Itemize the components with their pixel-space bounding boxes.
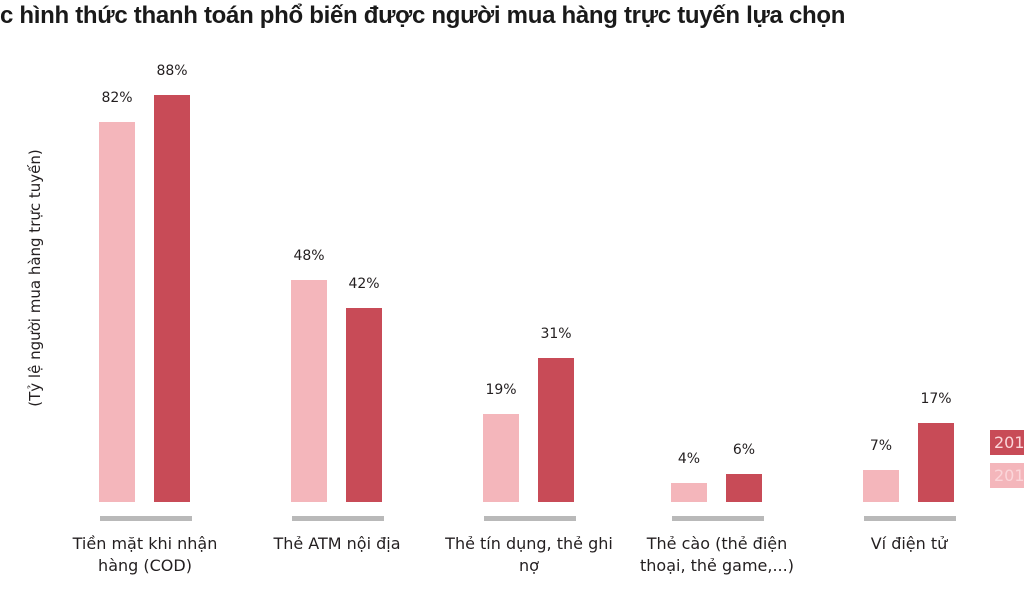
bar bbox=[863, 469, 899, 502]
legend-label: 201 bbox=[994, 466, 1024, 485]
x-tick-label: Thẻ cào (thẻ điện thoại, thẻ game,...) bbox=[640, 534, 794, 575]
bar bbox=[483, 414, 519, 502]
category-baseline bbox=[484, 516, 576, 521]
category-baseline bbox=[864, 516, 956, 521]
y-axis-label: (Tỷ lệ người mua hàng trực tuyến) bbox=[26, 149, 44, 407]
x-tick-label: Thẻ tín dụng, thẻ ghi nợ bbox=[445, 534, 613, 575]
category-baseline bbox=[672, 516, 764, 521]
bar bbox=[671, 483, 707, 502]
legend-item-series-2: 201 bbox=[990, 430, 1024, 455]
data-label: 17% bbox=[920, 391, 952, 408]
bar bbox=[99, 122, 135, 502]
data-label: 88% bbox=[156, 62, 188, 79]
data-label: 7% bbox=[869, 437, 893, 454]
data-label: 19% bbox=[485, 382, 517, 399]
data-label: 4% bbox=[677, 451, 701, 468]
category-baseline bbox=[292, 516, 384, 521]
bar bbox=[538, 358, 574, 502]
data-label: 31% bbox=[540, 326, 572, 343]
legend-item-series-1: 201 bbox=[990, 463, 1024, 488]
data-label: 42% bbox=[348, 275, 380, 292]
bar bbox=[346, 307, 382, 502]
bar bbox=[154, 94, 190, 502]
bar bbox=[726, 474, 762, 502]
x-tick-label: Ví điện tử bbox=[870, 534, 948, 553]
chart-title: c hình thức thanh toán phổ biến được ngư… bbox=[0, 2, 846, 29]
bar bbox=[918, 423, 954, 502]
x-tick-label: Tiền mặt khi nhận hàng (COD) bbox=[72, 534, 218, 575]
bar bbox=[291, 279, 327, 502]
data-label: 6% bbox=[732, 442, 756, 459]
data-label: 48% bbox=[293, 247, 325, 264]
legend-label: 201 bbox=[994, 433, 1024, 452]
category-baseline bbox=[100, 516, 192, 521]
x-tick-label: Thẻ ATM nội địa bbox=[273, 534, 401, 553]
data-label: 82% bbox=[101, 90, 133, 107]
